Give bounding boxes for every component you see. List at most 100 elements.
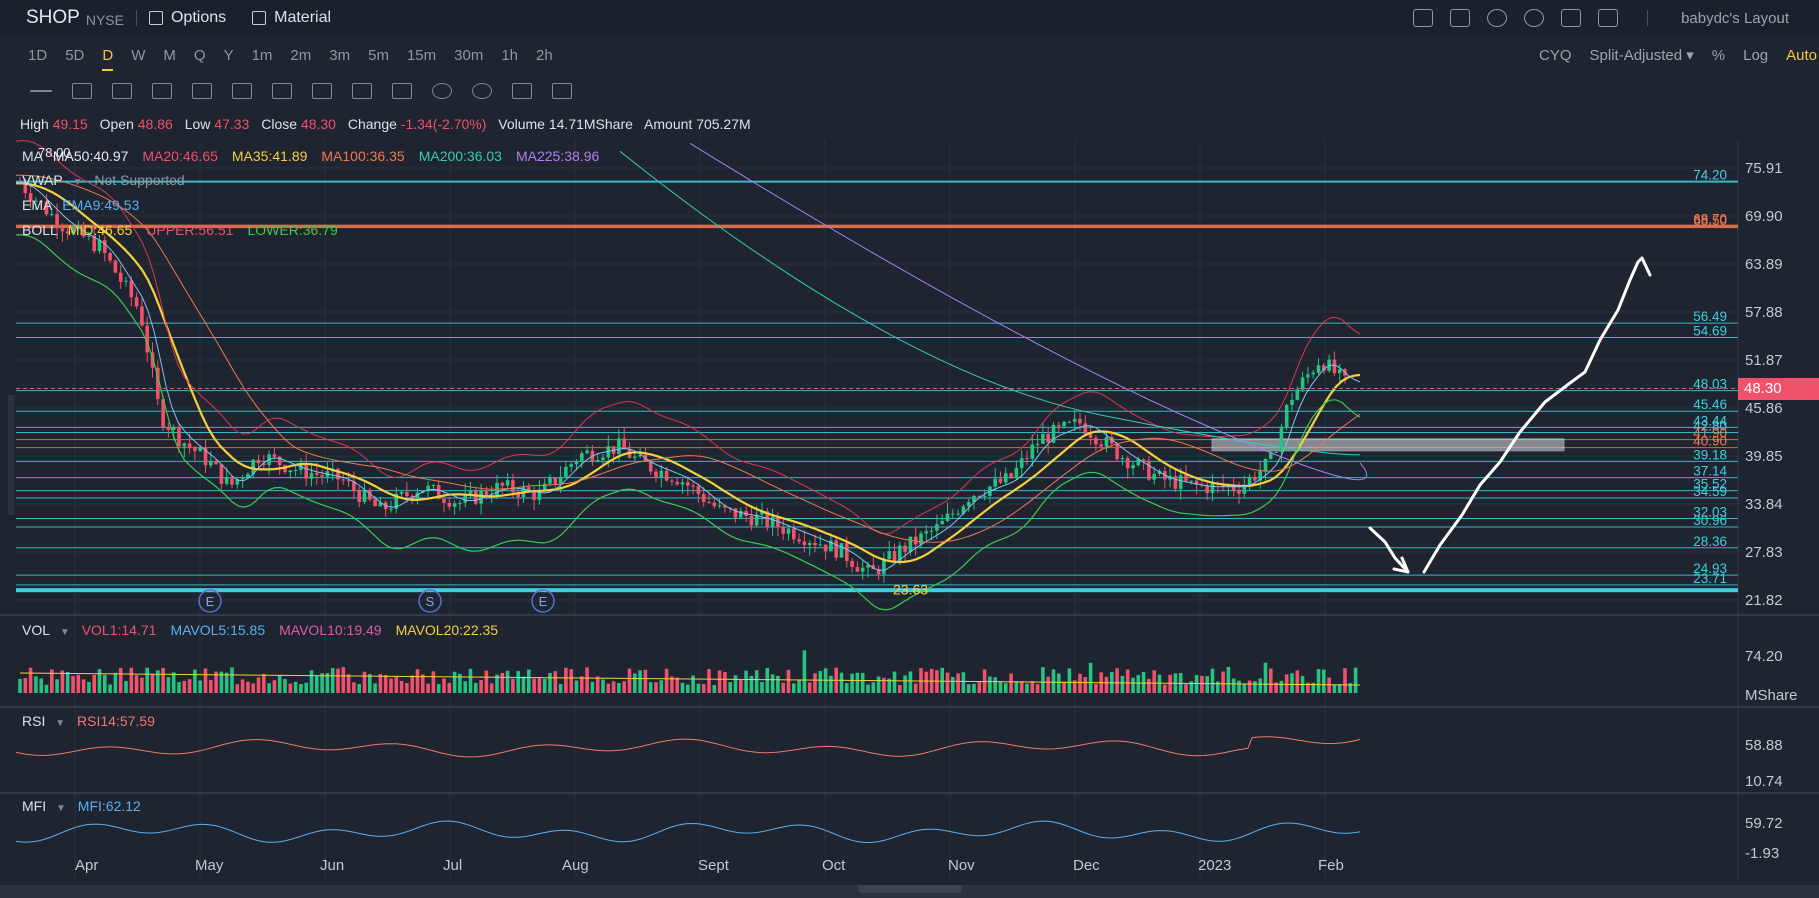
log-toggle[interactable]: Log: [1743, 46, 1769, 64]
volume-bar: [267, 683, 271, 693]
candle-body: [659, 470, 664, 477]
period-5d[interactable]: 5D: [65, 46, 85, 64]
candle-body: [786, 528, 791, 534]
line-tool-icon[interactable]: [30, 90, 52, 92]
price-level-label: 30.96: [1693, 513, 1727, 528]
boll-name[interactable]: BOLL: [22, 222, 58, 238]
volume-bar: [23, 678, 28, 693]
period-5m[interactable]: 5m: [368, 46, 389, 64]
candle-body: [675, 481, 679, 485]
volume-bar: [156, 670, 160, 693]
candle-body: [235, 479, 240, 485]
layout-selector[interactable]: babydc's Layout: [1681, 9, 1789, 27]
trash-icon[interactable]: [552, 83, 572, 99]
volume-bar: [166, 677, 171, 693]
candle-body: [913, 536, 918, 545]
ma-legend: MA MA50:40.97 MA20:46.65 MA35:41.89 MA100:3…: [22, 148, 613, 164]
candle-body: [622, 438, 626, 449]
volume-bar: [1210, 668, 1215, 693]
material-button[interactable]: Material: [252, 9, 331, 27]
volume-bar: [468, 668, 473, 693]
price-label-tool-icon[interactable]: [272, 83, 292, 99]
vwap-name[interactable]: VWAP: [22, 172, 63, 188]
cyq-toggle[interactable]: CYQ: [1539, 46, 1572, 64]
refresh-icon[interactable]: [1487, 9, 1508, 27]
period-1m[interactable]: 1m: [251, 46, 273, 64]
clone-icon[interactable]: [512, 83, 532, 99]
lock-icon[interactable]: [392, 83, 412, 99]
fib-tool-icon[interactable]: [152, 83, 172, 99]
vol-name[interactable]: VOL: [22, 622, 51, 638]
chevron-down-icon[interactable]: ▼: [56, 803, 66, 814]
ema-9-line: [16, 182, 1361, 571]
panel-resize-handle[interactable]: [8, 395, 14, 515]
candle-body: [601, 457, 605, 460]
volume-bar: [686, 684, 690, 693]
settings-icon[interactable]: [1524, 9, 1545, 27]
candle-body: [898, 545, 902, 561]
volume-bar: [951, 676, 955, 693]
period-q[interactable]: Q: [193, 46, 206, 64]
fullscreen-icon[interactable]: [1561, 9, 1582, 27]
rectangle-tool-icon[interactable]: [72, 83, 92, 99]
volume-bar: [55, 679, 59, 693]
chevron-down-icon[interactable]: ▼: [59, 627, 70, 638]
eye-icon[interactable]: [432, 83, 452, 99]
candle-body: [389, 508, 393, 510]
edit-icon[interactable]: [1450, 9, 1471, 27]
period-3m[interactable]: 3m: [329, 46, 351, 64]
candle-body: [1295, 389, 1300, 400]
candle-body: [956, 513, 960, 515]
price-level-label: 42.80: [1693, 418, 1727, 433]
chevron-down-icon[interactable]: ▼: [72, 177, 83, 188]
price-level-label: 48.03: [1693, 377, 1727, 392]
volume-bar: [293, 681, 298, 693]
symbol-label[interactable]: SHOP: [26, 7, 80, 28]
scroll-handle[interactable]: [858, 885, 962, 893]
bottom-scroll-bar[interactable]: [0, 885, 1819, 898]
magnet-icon[interactable]: [472, 83, 492, 99]
period-1d[interactable]: 1D: [28, 46, 48, 64]
candle-body: [1136, 459, 1141, 466]
grid-icon[interactable]: [1598, 9, 1619, 27]
brush-tool-icon[interactable]: [352, 83, 372, 99]
period-30m[interactable]: 30m: [454, 46, 484, 64]
volume-bar: [336, 668, 340, 693]
period-d[interactable]: D: [102, 43, 113, 71]
chevron-down-icon[interactable]: ▼: [55, 718, 66, 729]
volume-bar: [1337, 684, 1342, 693]
arrow-tool-icon[interactable]: [192, 83, 212, 99]
volume-bar: [1316, 668, 1321, 693]
candle-body: [818, 544, 823, 546]
volume-bar: [1237, 680, 1241, 693]
text-tool-icon[interactable]: [232, 83, 252, 99]
volume-bar: [92, 674, 96, 693]
period-1h[interactable]: 1h: [501, 46, 519, 64]
candle-body: [850, 560, 854, 567]
auto-toggle[interactable]: Auto: [1786, 46, 1817, 64]
mfi-name[interactable]: MFI: [22, 798, 47, 814]
period-2m[interactable]: 2m: [290, 46, 312, 64]
rsi-name[interactable]: RSI: [22, 713, 46, 729]
period-15m[interactable]: 15m: [406, 46, 437, 64]
volume-bar: [50, 669, 54, 693]
adjust-dropdown[interactable]: Split-Adjusted ▾: [1589, 47, 1694, 64]
bars-tool-icon[interactable]: [312, 83, 332, 99]
volume-bar: [505, 670, 510, 693]
options-button[interactable]: Options: [148, 9, 226, 27]
x-axis-label: May: [195, 857, 224, 874]
ema-name[interactable]: EMA: [22, 197, 53, 213]
percent-toggle[interactable]: %: [1711, 46, 1726, 64]
period-w[interactable]: W: [131, 46, 146, 64]
volume-bar: [701, 684, 706, 693]
ma-name[interactable]: MA: [22, 148, 43, 164]
period-m[interactable]: M: [163, 46, 176, 64]
pattern-tool-icon[interactable]: [112, 83, 132, 99]
candle-body: [240, 478, 245, 480]
chart-icon[interactable]: [1413, 9, 1434, 27]
candle-body: [34, 200, 38, 202]
volume-bar: [44, 684, 49, 693]
period-y[interactable]: Y: [223, 46, 234, 64]
period-2h[interactable]: 2h: [536, 46, 553, 64]
